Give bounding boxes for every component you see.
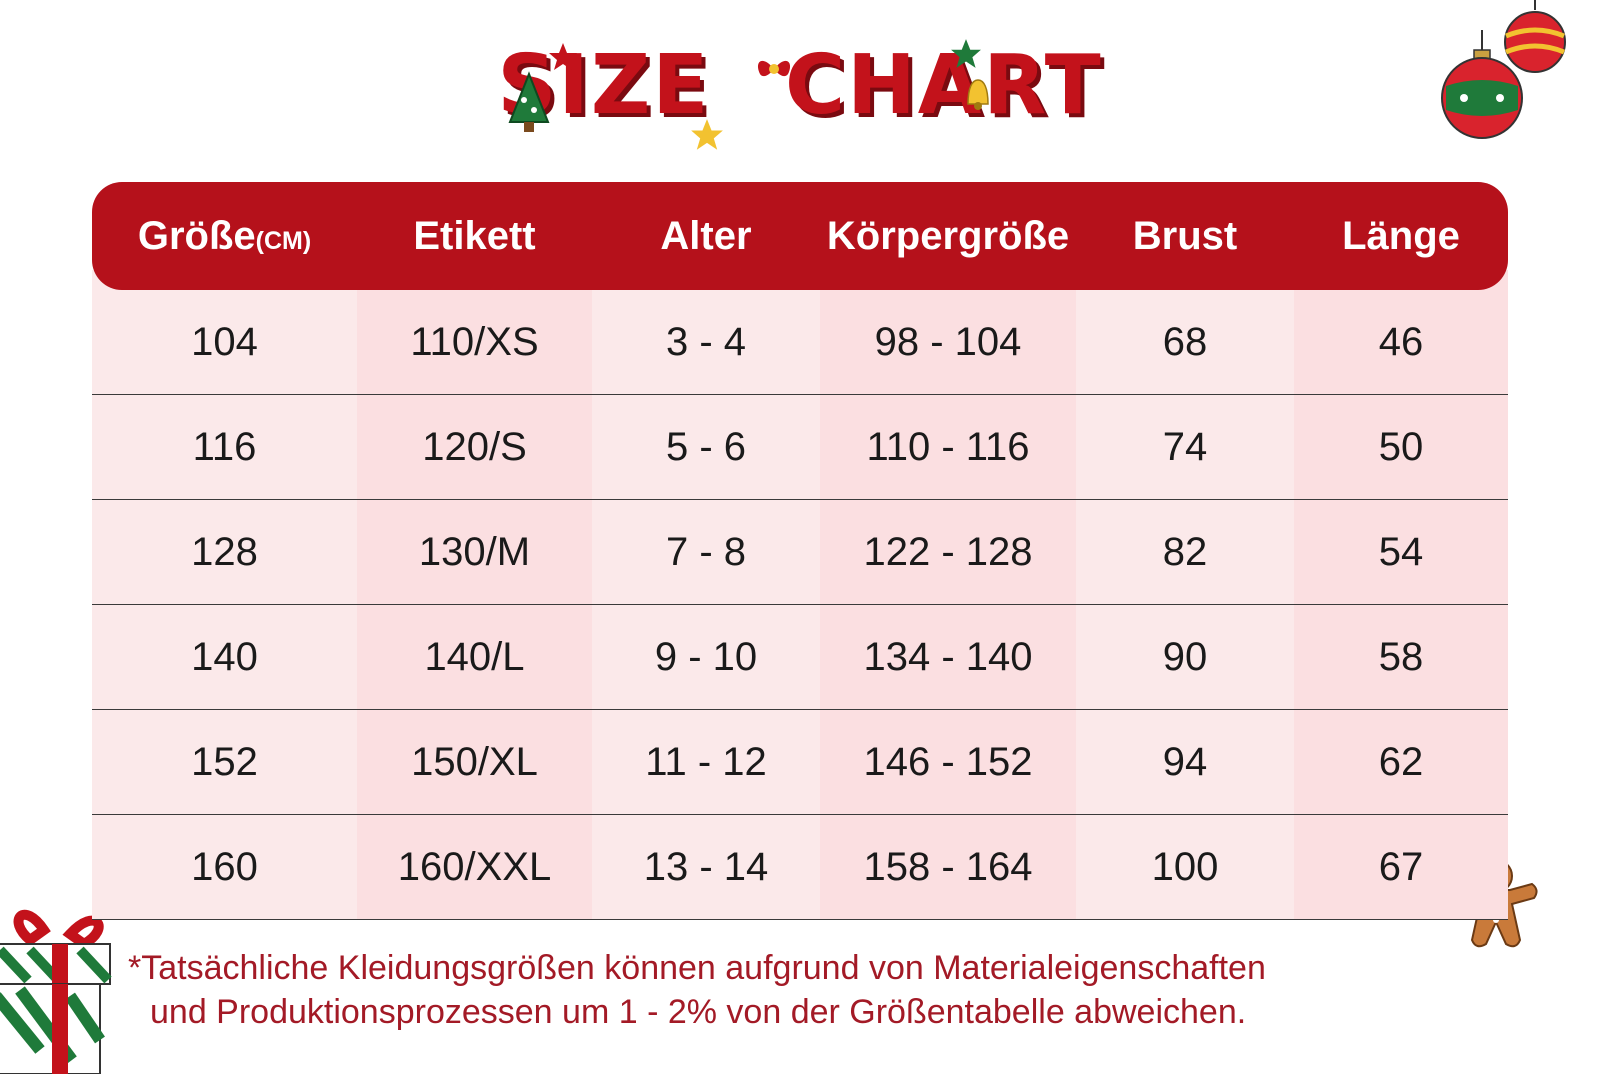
table-cell: 67 — [1294, 815, 1508, 919]
ornament-icon — [1441, 30, 1523, 139]
table-cell: 120/S — [357, 395, 592, 499]
table-cell: 5 - 6 — [592, 395, 820, 499]
header-alter: Alter — [660, 213, 752, 258]
table-cell: 130/M — [357, 500, 592, 604]
christmas-tree-icon — [508, 71, 550, 132]
table-header: Größe(CM) Etikett Alter Körpergröße Brus… — [92, 182, 1508, 290]
table-cell: 134 - 140 — [820, 605, 1076, 709]
header-groesse: Größe(CM) — [92, 214, 357, 259]
table-cell: 7 - 8 — [592, 500, 820, 604]
table-cell: 100 — [1076, 815, 1294, 919]
table-cell: 82 — [1076, 500, 1294, 604]
table-cell: 11 - 12 — [592, 710, 820, 814]
table-cell: 116 — [92, 395, 357, 499]
table-cell: 160/XXL — [357, 815, 592, 919]
table-row: 116 120/S 5 - 6 110 - 116 74 50 — [92, 395, 1508, 500]
disclaimer-line-1: *Tatsächliche Kleidungsgrößen können auf… — [128, 949, 1266, 987]
header-brust: Brust — [1132, 213, 1238, 258]
table-cell: 110 - 116 — [820, 395, 1076, 499]
disclaimer-line-2: und Produktionsprozessen um 1 - 2% von d… — [150, 993, 1247, 1031]
table-row: 104 110/XS 3 - 4 98 - 104 68 46 — [92, 270, 1508, 395]
table-cell: 74 — [1076, 395, 1294, 499]
table-cell: 62 — [1294, 710, 1508, 814]
table-cell: 152 — [92, 710, 357, 814]
table-cell: 128 — [92, 500, 357, 604]
star-icon — [549, 43, 577, 70]
table-cell: 104 — [92, 270, 357, 394]
page-title: SIZE CHART — [0, 38, 1600, 133]
table-cell: 140/L — [357, 605, 592, 709]
table-cell: 13 - 14 — [592, 815, 820, 919]
table-cell: 68 — [1076, 270, 1294, 394]
table-cell: 50 — [1294, 395, 1508, 499]
table-row: 140 140/L 9 - 10 134 - 140 90 58 — [92, 605, 1508, 710]
table-cell: 140 — [92, 605, 357, 709]
table-cell: 9 - 10 — [592, 605, 820, 709]
table-cell: 94 — [1076, 710, 1294, 814]
title-word-chart: CHART — [784, 38, 1103, 133]
table-cell: 54 — [1294, 500, 1508, 604]
table-cell: 146 - 152 — [820, 710, 1076, 814]
table-cell: 158 - 164 — [820, 815, 1076, 919]
header-laenge: Länge — [1342, 213, 1460, 258]
table-body: 104 110/XS 3 - 4 98 - 104 68 46 116 120/… — [92, 270, 1508, 920]
ornament-icon — [1504, 0, 1566, 73]
table-cell: 46 — [1294, 270, 1508, 394]
bow-icon — [757, 60, 791, 77]
table-row: 128 130/M 7 - 8 122 - 128 82 54 — [92, 500, 1508, 605]
table-cell: 122 - 128 — [820, 500, 1076, 604]
table-row: 152 150/XL 11 - 12 146 - 152 94 62 — [92, 710, 1508, 815]
bell-icon — [967, 79, 989, 110]
size-chart-table: Größe(CM) Etikett Alter Körpergröße Brus… — [92, 182, 1508, 920]
table-cell: 90 — [1076, 605, 1294, 709]
star-icon — [951, 39, 981, 68]
star-icon — [691, 119, 723, 150]
table-cell: 3 - 4 — [592, 270, 820, 394]
header-koerpergroesse: Körpergröße — [826, 213, 1070, 258]
table-cell: 160 — [92, 815, 357, 919]
table-cell: 110/XS — [357, 270, 592, 394]
table-row: 160 160/XXL 13 - 14 158 - 164 100 67 — [92, 815, 1508, 920]
table-cell: 150/XL — [357, 710, 592, 814]
header-etikett: Etikett — [413, 213, 536, 258]
header-unit: (CM) — [255, 226, 312, 255]
header-label: Größe — [137, 213, 256, 258]
gift-box-icon — [0, 909, 112, 1074]
table-cell: 98 - 104 — [820, 270, 1076, 394]
table-cell: 58 — [1294, 605, 1508, 709]
disclaimer-note: *Tatsächliche Kleidungsgrößen können auf… — [128, 946, 1508, 1034]
